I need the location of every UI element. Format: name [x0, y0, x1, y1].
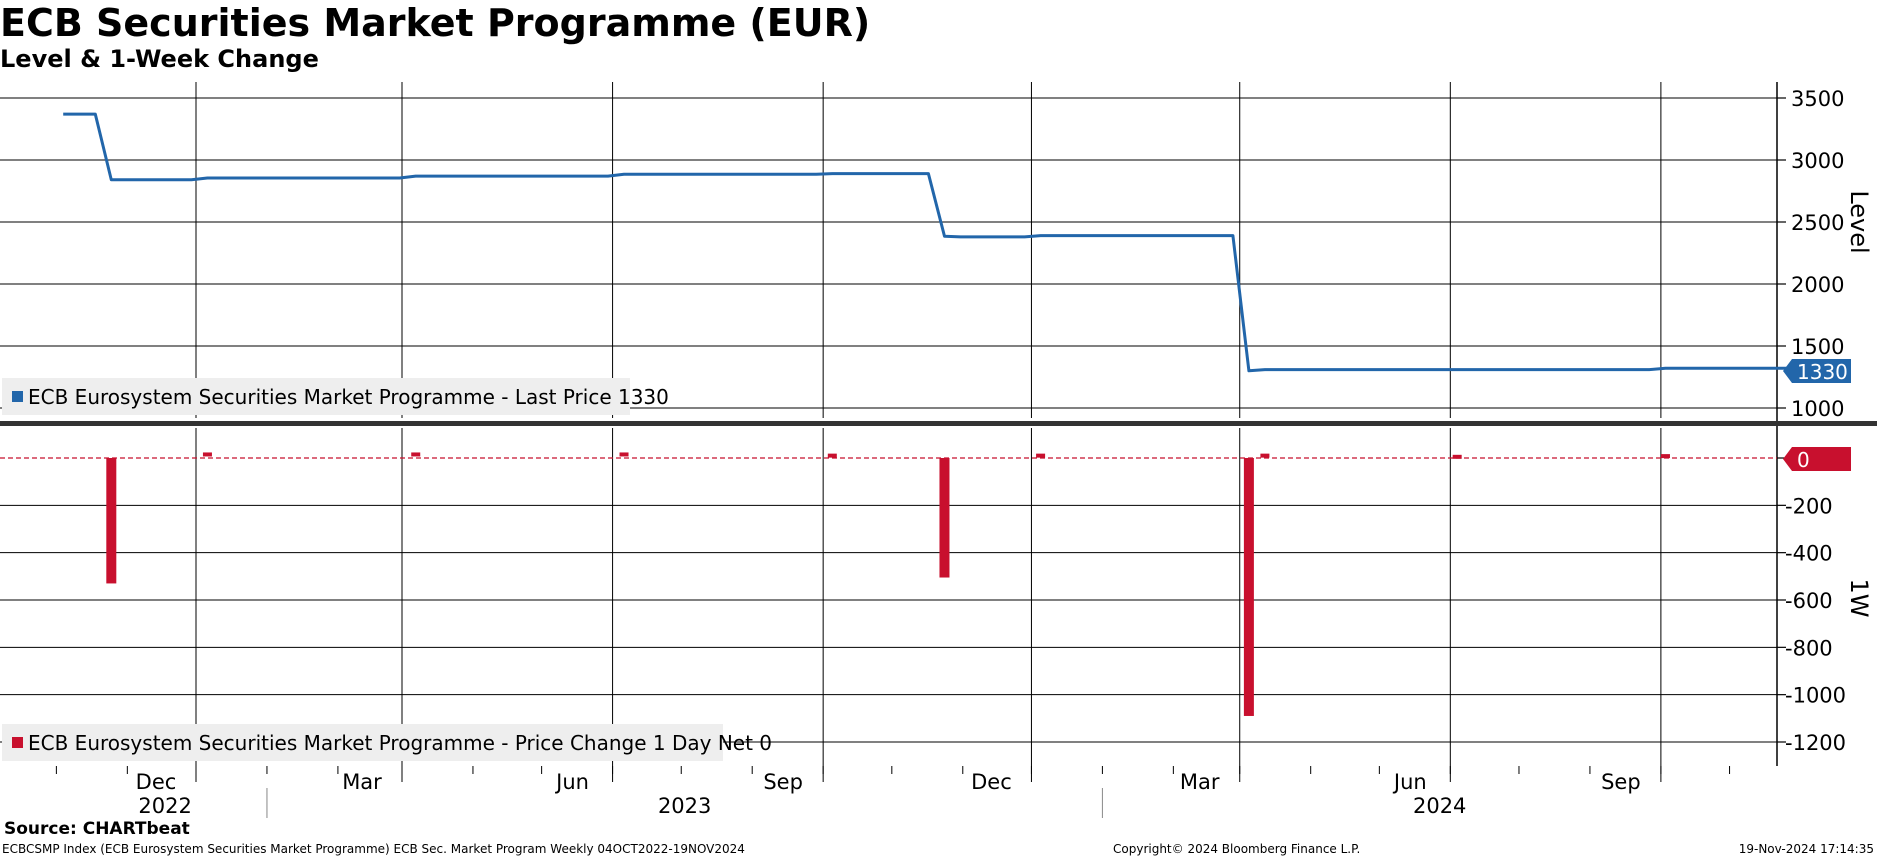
y-tick-label-change: -200 — [1785, 494, 1833, 518]
y-tick-label-change: -800 — [1785, 636, 1833, 660]
level-series-line — [63, 112, 1842, 373]
y-tick-label-level: 3500 — [1791, 87, 1844, 111]
change-bar — [202, 452, 212, 457]
x-month-label: Sep — [1601, 770, 1641, 794]
last-value-tag-level-bg — [1783, 359, 1851, 383]
change-bar — [1260, 453, 1270, 458]
last-value-tag-change: 0 — [1797, 448, 1810, 472]
legend-box-level — [2, 378, 630, 415]
legend-label-level: ECB Eurosystem Securities Market Program… — [28, 385, 669, 409]
change-bar — [1243, 458, 1254, 716]
x-year-label: 2023 — [658, 794, 711, 818]
x-month-label: Mar — [342, 770, 382, 794]
change-bar — [1660, 454, 1670, 459]
last-value-tag-level: 1330 — [1797, 360, 1848, 384]
legend-swatch-level — [12, 391, 23, 402]
y-axis-label-change: 1W — [1845, 579, 1873, 618]
x-month-label: Jun — [554, 770, 589, 794]
y-tick-label-level: 3000 — [1791, 149, 1844, 173]
change-bar — [827, 453, 837, 458]
y-tick-label-level: 2500 — [1791, 211, 1844, 235]
x-month-label: Dec — [971, 770, 1012, 794]
x-month-label: Jun — [1392, 770, 1427, 794]
x-month-label: Mar — [1180, 770, 1220, 794]
chart-subtitle: Level & 1-Week Change — [0, 45, 319, 73]
chart-title: ECB Securities Market Programme (EUR) — [0, 1, 871, 45]
y-axis-label-level: Level — [1845, 190, 1873, 253]
change-bar — [619, 452, 629, 457]
x-month-label: Dec — [136, 770, 177, 794]
footer-timestamp: 19-Nov-2024 17:14:35 — [1738, 842, 1874, 856]
change-bar — [939, 458, 950, 578]
x-year-label: 2024 — [1413, 794, 1466, 818]
footer-ticker-info: ECBCSMP Index (ECB Eurosystem Securities… — [2, 842, 745, 856]
y-tick-label-change: -400 — [1785, 542, 1833, 566]
y-tick-label-change: -600 — [1785, 589, 1833, 613]
legend-label-change: ECB Eurosystem Securities Market Program… — [28, 731, 772, 755]
last-value-tag-change-bg — [1783, 447, 1851, 471]
y-tick-label-change: -1200 — [1785, 731, 1846, 755]
source-note: Source: CHARTbeat — [4, 819, 190, 839]
change-bar — [1036, 453, 1046, 458]
panel-separator — [0, 421, 1877, 426]
y-tick-label-level: 1000 — [1791, 397, 1844, 421]
y-tick-label-level: 1500 — [1791, 335, 1844, 359]
legend-box-change — [2, 724, 723, 761]
y-tick-label-change: -1000 — [1785, 684, 1846, 708]
footer-copyright: Copyright© 2024 Bloomberg Finance L.P. — [1113, 842, 1361, 856]
change-bar — [106, 458, 117, 584]
x-month-label: Sep — [763, 770, 803, 794]
y-tick-label-level: 2000 — [1791, 273, 1844, 297]
legend-swatch-change — [12, 737, 23, 748]
change-bar — [411, 452, 421, 457]
x-year-label: 2022 — [138, 794, 191, 818]
change-bar — [1452, 454, 1462, 459]
